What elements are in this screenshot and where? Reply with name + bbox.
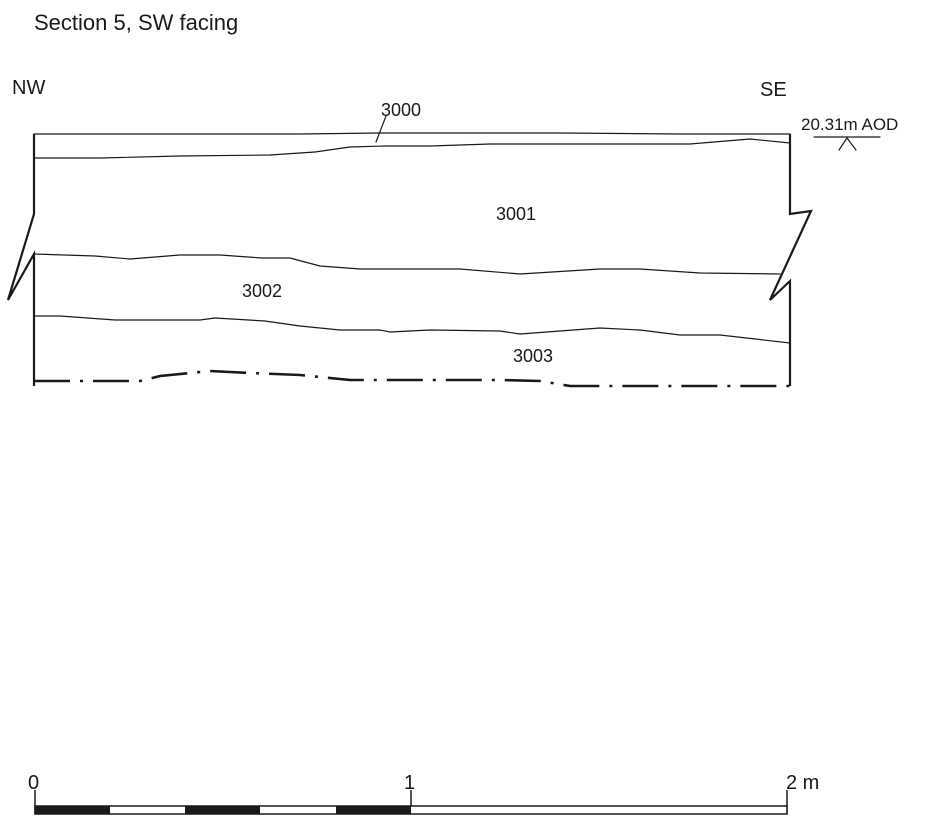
datum-label: 20.31m AOD — [801, 115, 898, 134]
boundary-3001-3002 — [33, 253, 781, 275]
scale-segment-black-1 — [35, 806, 110, 814]
scale-label-0: 0 — [28, 772, 39, 794]
limit-of-excavation-line — [34, 369, 790, 388]
orientation-left-label: NW — [12, 77, 45, 99]
scale-label-1: 1 — [404, 772, 415, 794]
datum-chevron — [838, 137, 857, 151]
boundary-3000-3001 — [33, 138, 791, 159]
ground-surface-line — [33, 132, 791, 135]
context-3000-leader — [375, 115, 387, 143]
context-label-3002: 3002 — [242, 281, 282, 301]
section-title: Section 5, SW facing — [34, 10, 238, 35]
datum-marker: 20.31m AOD — [801, 115, 898, 151]
orientation-right-label: SE — [760, 79, 787, 101]
scale-label-2m: 2 m — [786, 772, 819, 794]
section-left-edge — [6, 134, 36, 386]
context-label-3003: 3003 — [513, 346, 553, 366]
scale-segment-black-2 — [185, 806, 260, 814]
scale-segment-black-3 — [336, 806, 411, 814]
scale-bar: 0 1 2 m — [28, 772, 819, 815]
boundary-3002-3003 — [33, 315, 791, 344]
context-label-3001: 3001 — [496, 204, 536, 224]
context-label-3000: 3000 — [381, 100, 421, 120]
section-right-edge — [769, 134, 813, 386]
